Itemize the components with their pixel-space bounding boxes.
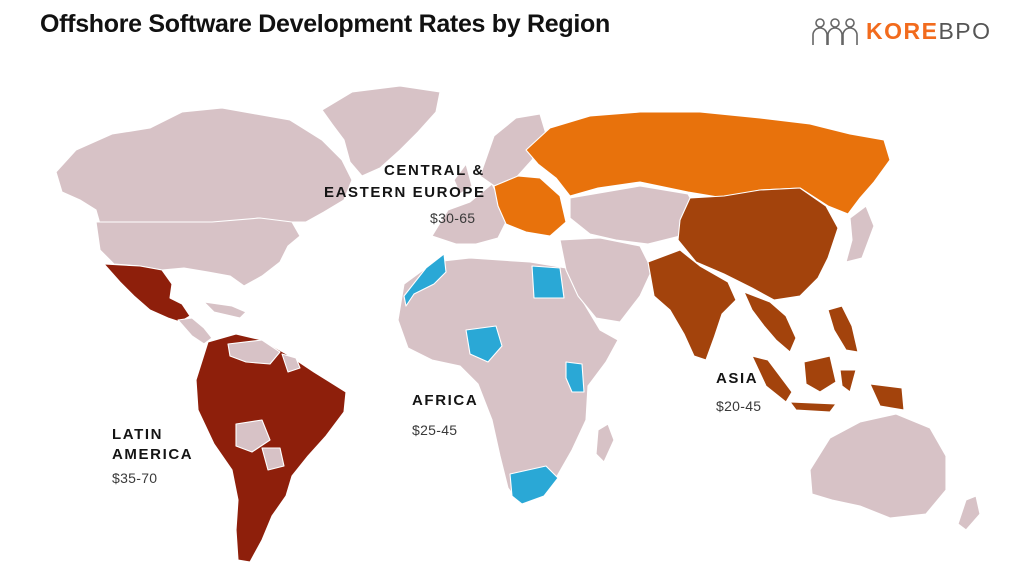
people-icon <box>812 18 858 45</box>
guiana <box>281 353 301 373</box>
mexico <box>103 263 191 323</box>
southeast-asia <box>743 291 797 353</box>
kenya <box>565 361 585 393</box>
eastern-europe <box>493 175 567 237</box>
papua <box>869 383 905 411</box>
caribbean <box>203 301 247 319</box>
philippines <box>827 305 859 353</box>
egypt <box>531 265 565 299</box>
europe-rate: $30-65 <box>430 210 476 226</box>
logo-word-strong: KORE <box>866 17 939 44</box>
australia <box>809 413 947 519</box>
venezuela <box>227 339 281 365</box>
paraguay <box>261 447 285 471</box>
latin-america-label-line2: AMERICA <box>112 446 194 463</box>
africa <box>397 257 619 505</box>
sulawesi <box>839 369 857 393</box>
middle-east <box>559 237 653 323</box>
uk <box>453 163 473 195</box>
korebpo-logo: KOREBPO <box>812 14 992 48</box>
africa-rate: $25-45 <box>412 422 458 438</box>
logo-word-light: BPO <box>938 17 992 44</box>
latin-america-rate: $35-70 <box>112 470 158 486</box>
page-title: Offshore Software Development Rates by R… <box>40 10 610 38</box>
russia <box>525 111 891 215</box>
asia-label: ASIA <box>716 370 759 387</box>
latin-america-label-line1: LATIN <box>112 426 164 443</box>
europe-label-line1: CENTRAL & <box>384 162 485 179</box>
china <box>677 187 839 301</box>
greenland <box>321 85 441 177</box>
borneo <box>803 355 837 393</box>
madagascar <box>595 423 615 463</box>
bolivia <box>235 419 271 453</box>
india <box>647 249 737 361</box>
africa-label: AFRICA <box>412 392 479 409</box>
java <box>789 401 837 413</box>
logo-wordmark: KOREBPO <box>866 18 992 45</box>
south-africa <box>509 465 559 505</box>
canada <box>55 107 353 225</box>
sumatra <box>751 355 793 403</box>
nigeria <box>465 325 503 363</box>
morocco <box>403 253 447 307</box>
japan-korea <box>845 205 875 263</box>
central-america <box>177 317 213 345</box>
central-asia <box>569 185 701 245</box>
asia-rate: $20-45 <box>716 398 762 414</box>
new-zealand <box>957 495 981 531</box>
europe-label-line2: EASTERN EUROPE <box>324 184 486 201</box>
